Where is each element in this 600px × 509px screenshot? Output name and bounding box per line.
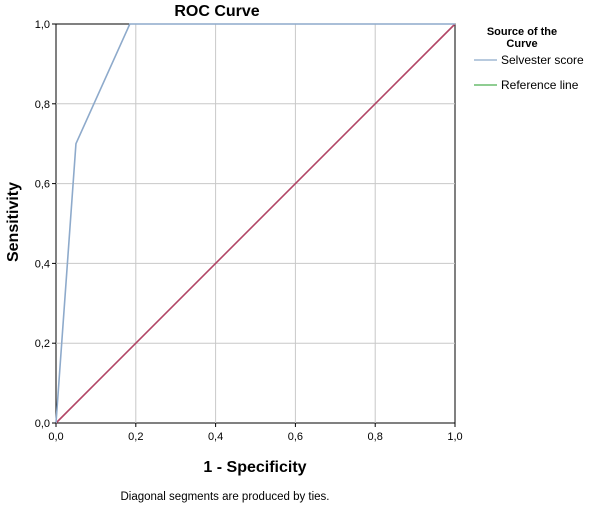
legend-label: Reference line	[501, 78, 579, 92]
series-line-selvester-score	[55, 23, 455, 424]
x-tick-label: 0,0	[48, 431, 63, 443]
grid-lines	[56, 24, 455, 423]
chart-title: ROC Curve	[174, 3, 259, 20]
series-lines	[55, 23, 456, 424]
x-tick-label: 1,0	[447, 431, 462, 443]
x-tick-label: 0,4	[208, 431, 223, 443]
legend: Source of the Curve Selvester score Refere…	[474, 26, 584, 92]
y-tick-label: 0,6	[35, 179, 50, 191]
x-tick-label: 0,8	[368, 431, 383, 443]
series-line-reference-line	[55, 23, 456, 424]
legend-title: Source of the Curve	[487, 26, 557, 50]
chart-footnote: Diagonal segments are produced by ties.	[120, 491, 329, 503]
y-axis-label: Sensitivity	[5, 182, 22, 262]
y-tick-label: 0,0	[35, 418, 50, 430]
y-tick-label: 0,8	[35, 99, 50, 111]
x-axis-ticks: 0,0 0,2 0,4 0,6 0,8 1,0	[48, 423, 463, 443]
y-tick-label: 0,4	[35, 258, 50, 270]
x-tick-label: 0,6	[288, 431, 303, 443]
x-tick-label: 0,2	[128, 431, 143, 443]
legend-title-line: Curve	[506, 38, 537, 50]
x-axis-label: 1 - Specificity	[203, 459, 306, 476]
legend-items: Selvester score Reference line	[474, 53, 584, 92]
plot-area	[55, 23, 456, 424]
legend-label: Selvester score	[501, 53, 584, 67]
y-tick-label: 0,2	[35, 338, 50, 350]
y-axis-ticks: 0,0 0,2 0,4 0,6 0,8 1,0	[35, 19, 56, 430]
legend-title-line: Source of the	[487, 26, 557, 38]
y-tick-label: 1,0	[35, 19, 50, 31]
